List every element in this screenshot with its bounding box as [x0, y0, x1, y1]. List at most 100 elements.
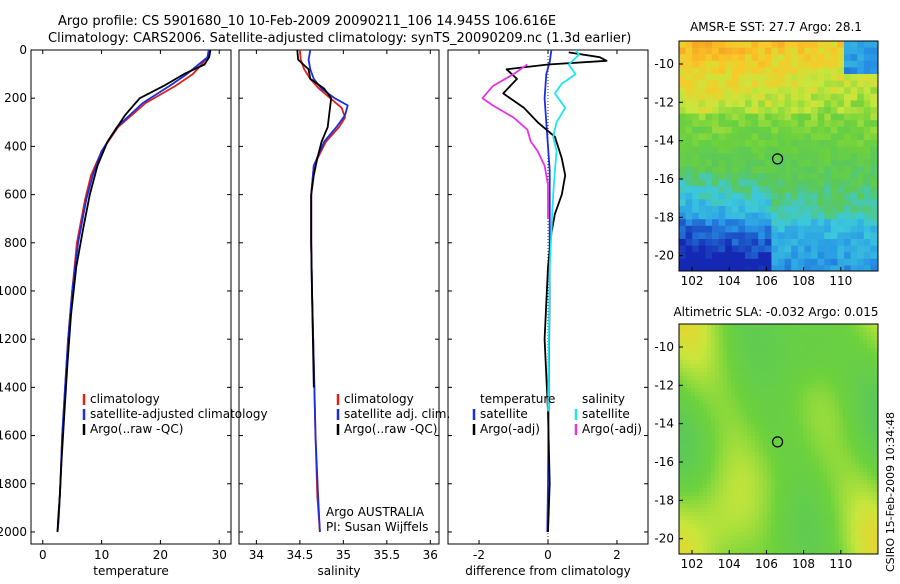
- heatmap-cell: [857, 219, 865, 227]
- heatmap-cell: [695, 424, 700, 429]
- heatmap-cell: [755, 476, 760, 481]
- heatmap-cell: [791, 504, 796, 509]
- heatmap-cell: [705, 192, 713, 200]
- heatmap-cell: [835, 504, 840, 509]
- heatmap-cell: [815, 408, 820, 413]
- heatmap-cell: [707, 408, 712, 413]
- heatmap-cell: [679, 444, 684, 449]
- heatmap-cell: [735, 532, 740, 537]
- heatmap-cell: [707, 484, 712, 489]
- heatmap-cell: [811, 186, 818, 194]
- heatmap-cell: [867, 544, 872, 549]
- heatmap-cell: [679, 496, 684, 501]
- heatmap-cell: [791, 484, 796, 489]
- heatmap-cell: [705, 206, 713, 213]
- heatmap-cell: [799, 344, 804, 349]
- heatmap-cell: [847, 492, 852, 497]
- heatmap-cell: [837, 219, 845, 227]
- heatmap-cell: [723, 464, 728, 469]
- heatmap-cell: [843, 336, 848, 341]
- heatmap-cell: [691, 376, 696, 381]
- heatmap-cell: [831, 420, 836, 425]
- heatmap-cell: [735, 404, 740, 409]
- heatmap-cell: [824, 54, 832, 62]
- heatmap-cell: [751, 412, 756, 417]
- heatmap-cell: [791, 107, 799, 114]
- heatmap-cell: [738, 67, 746, 75]
- heatmap-cell: [715, 476, 720, 481]
- heatmap-cell: [875, 516, 878, 521]
- heatmap-cell: [871, 536, 876, 541]
- heatmap-cell: [875, 324, 878, 329]
- heatmap-cell: [851, 504, 856, 509]
- heatmap-cell: [843, 552, 848, 554]
- heatmap-cell: [712, 199, 719, 207]
- heatmap-cell: [799, 400, 804, 405]
- heatmap-cell: [715, 504, 720, 509]
- heatmap-cell: [731, 516, 736, 521]
- heatmap-cell: [784, 232, 792, 240]
- heatmap-cell: [771, 252, 779, 260]
- heatmap-cell: [847, 456, 852, 461]
- heatmap-cell: [863, 352, 868, 357]
- heatmap-cell: [844, 239, 851, 246]
- heatmap-cell: [705, 80, 713, 88]
- heatmap-cell: [791, 444, 796, 449]
- heatmap-cell: [835, 420, 840, 425]
- heatmap-cell: [807, 428, 812, 433]
- heatmap-cell: [707, 500, 712, 505]
- heatmap-cell: [735, 464, 740, 469]
- heatmap-cell: [811, 159, 818, 167]
- heatmap-cell: [875, 440, 878, 445]
- heatmap-cell: [835, 404, 840, 409]
- heatmap-cell: [703, 460, 708, 465]
- heatmap-cell: [843, 480, 848, 485]
- heatmap-cell: [855, 528, 860, 533]
- heatmap-cell: [817, 258, 825, 266]
- heatmap-cell: [831, 524, 836, 529]
- heatmap-cell: [685, 245, 693, 253]
- heatmap-cell: [855, 328, 860, 333]
- heatmap-cell: [687, 472, 692, 477]
- heatmap-cell: [867, 412, 872, 417]
- heatmap-cell: [711, 444, 716, 449]
- heatmap-cell: [875, 552, 878, 554]
- heatmap-cell: [831, 340, 836, 345]
- heatmap-cell: [779, 516, 784, 521]
- heatmap-cell: [775, 376, 780, 381]
- heatmap-cell: [759, 468, 764, 473]
- heatmap-cell: [831, 332, 836, 337]
- heatmap-cell: [823, 536, 828, 541]
- heatmap-cell: [715, 396, 720, 401]
- heatmap-cell: [875, 520, 878, 525]
- heatmap-cell: [759, 456, 764, 461]
- heatmap-cell: [739, 388, 744, 393]
- heatmap-cell: [791, 364, 796, 369]
- heatmap-cell: [703, 512, 708, 517]
- heatmap-cell: [745, 47, 752, 55]
- heatmap-cell: [795, 340, 800, 345]
- heatmap-cell: [787, 392, 792, 397]
- heatmap-cell: [759, 424, 764, 429]
- heatmap-cell: [775, 544, 780, 549]
- heatmap-cell: [738, 87, 746, 95]
- heatmap-cell: [783, 500, 788, 505]
- heatmap-cell: [731, 186, 739, 194]
- heatmap-cell: [715, 388, 720, 393]
- heatmap-cell: [803, 420, 808, 425]
- heatmap-cell: [771, 356, 776, 361]
- heatmap-cell: [759, 540, 764, 545]
- heatmap-cell: [738, 258, 746, 266]
- heatmap-cell: [735, 480, 740, 485]
- heatmap-cell: [725, 100, 733, 108]
- heatmap-cell: [743, 408, 748, 413]
- heatmap-cell: [727, 396, 732, 401]
- heatmap-cell: [875, 352, 878, 357]
- heatmap-cell: [797, 126, 805, 134]
- heatmap-cell: [735, 500, 740, 505]
- heatmap-cell: [719, 464, 724, 469]
- heatmap-cell: [875, 380, 878, 385]
- heatmap-cell: [735, 384, 740, 389]
- heatmap-cell: [715, 508, 720, 513]
